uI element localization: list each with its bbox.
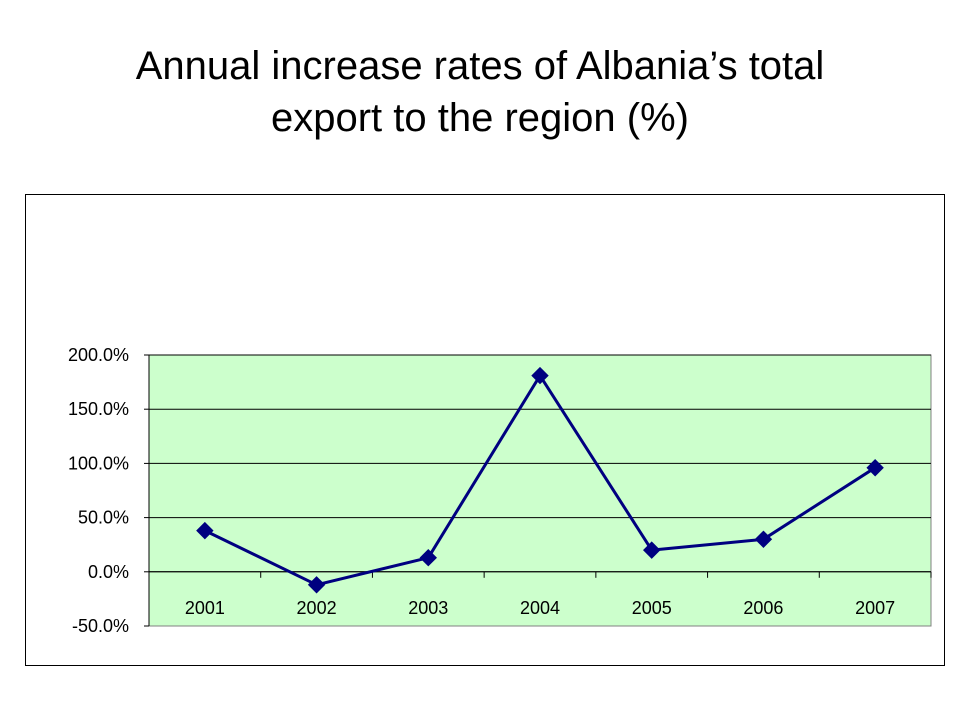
- y-tick-label-1: 150.0%: [68, 399, 129, 419]
- data-point-2005: [643, 541, 661, 559]
- y-tick-label-5: -50.0%: [72, 616, 129, 636]
- x-tick-label-2006: 2006: [743, 598, 783, 618]
- x-tick-label-2004: 2004: [520, 598, 560, 618]
- chart-frame: 200.0% 150.0% 100.0% 50.0% 0.0% -50.0% 2001 200…: [25, 194, 945, 666]
- y-tick-label-2: 100.0%: [68, 453, 129, 473]
- data-point-2007: [866, 459, 884, 477]
- x-tick-label-2001: 2001: [185, 598, 225, 618]
- x-tick-label-2005: 2005: [632, 598, 672, 618]
- data-point-2003: [419, 549, 437, 567]
- data-point-2004: [531, 366, 549, 385]
- data-point-2006: [754, 530, 773, 548]
- y-tick-label-0: 200.0%: [68, 345, 129, 365]
- line-chart: 200.0% 150.0% 100.0% 50.0% 0.0% -50.0% 2001 200…: [68, 345, 932, 636]
- data-point-2001: [196, 521, 214, 540]
- y-tick-label-4: 0.0%: [88, 562, 129, 582]
- plot-area: [148, 354, 932, 627]
- x-tick-label-2003: 2003: [408, 598, 448, 618]
- slide-title: Annual increase rates of Albania’s total…: [0, 40, 960, 144]
- y-tick-label-3: 50.0%: [78, 508, 129, 528]
- data-point-2002: [307, 576, 326, 594]
- title-line-1: Annual increase rates of Albania’s total: [135, 44, 825, 88]
- title-line-2: export to the region (%): [271, 96, 689, 140]
- x-tick-label-2002: 2002: [297, 598, 337, 618]
- x-tick-label-2007: 2007: [855, 598, 895, 618]
